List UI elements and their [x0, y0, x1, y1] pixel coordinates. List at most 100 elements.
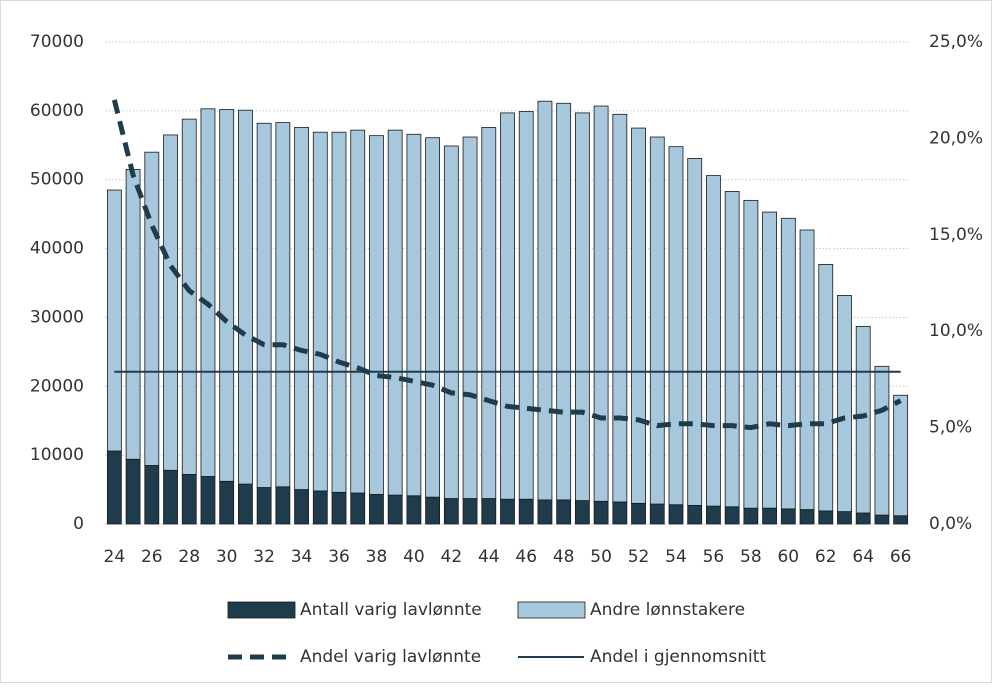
- bar: [706, 505, 721, 525]
- bar: [181, 118, 197, 475]
- x-tick-label: 56: [703, 547, 725, 567]
- x-tick-label: 64: [852, 547, 874, 567]
- legend-label: Andre lønnstakere: [590, 600, 745, 620]
- bar: [799, 229, 815, 510]
- x-tick-label: 50: [590, 547, 612, 567]
- bar: [743, 507, 759, 525]
- bar: [125, 168, 141, 460]
- bar: [106, 450, 122, 525]
- bar: [387, 494, 403, 525]
- x-tick-label: 24: [104, 547, 126, 567]
- bar: [294, 126, 309, 490]
- bar: [631, 127, 646, 504]
- bar: [893, 515, 909, 525]
- bar: [350, 129, 366, 494]
- x-tick-label: 34: [291, 547, 313, 567]
- y-tick-label: 60000: [30, 101, 84, 121]
- bar: [238, 483, 253, 525]
- bar: [574, 112, 590, 501]
- bar: [443, 498, 459, 525]
- bar: [724, 191, 740, 508]
- bar: [406, 495, 422, 525]
- y-tick-label: 50000: [30, 170, 84, 190]
- legend-label: Andel varig lavlønnte: [300, 647, 481, 667]
- y-tick-label: 10000: [30, 445, 84, 465]
- bar: [631, 502, 646, 525]
- legend-label: Andel i gjennomsnitt: [590, 647, 766, 667]
- bar: [425, 137, 441, 498]
- x-tick-label: 42: [441, 547, 463, 567]
- x-tick-label: 46: [515, 547, 537, 567]
- bar: [724, 506, 740, 525]
- bar: [837, 511, 852, 525]
- bar: [668, 146, 684, 506]
- bar: [518, 498, 534, 525]
- bar: [125, 458, 141, 525]
- bar: [500, 498, 515, 525]
- bar: [200, 108, 216, 477]
- bar: [256, 122, 272, 488]
- x-tick-label: 66: [890, 547, 912, 567]
- y-tick-label: 40000: [30, 239, 84, 259]
- x-tick-label: 60: [777, 547, 799, 567]
- x-tick-label: 30: [216, 547, 238, 567]
- bar: [462, 498, 478, 525]
- legend-swatch: [227, 601, 296, 619]
- bar: [350, 492, 366, 525]
- x-tick-label: 58: [740, 547, 762, 567]
- bar: [163, 469, 178, 525]
- x-tick-label: 44: [478, 547, 500, 567]
- bar: [556, 499, 572, 525]
- x-tick-label: 52: [628, 547, 650, 567]
- x-tick-label: 48: [553, 547, 575, 567]
- bar: [687, 157, 703, 506]
- x-tick-label: 38: [366, 547, 388, 567]
- bar: [312, 131, 328, 492]
- bar: [163, 134, 178, 471]
- bar: [762, 507, 777, 525]
- bar: [238, 109, 253, 485]
- x-tick-label: 40: [403, 547, 425, 567]
- bar: [556, 102, 572, 501]
- bar: [219, 109, 235, 482]
- bar: [818, 264, 834, 512]
- bar: [481, 498, 497, 525]
- y2-tick-label: 15,0%: [929, 225, 983, 245]
- y-tick-label: 20000: [30, 376, 84, 396]
- bar: [612, 501, 628, 525]
- y2-tick-label: 0,0%: [929, 514, 972, 534]
- bar: [294, 489, 309, 525]
- dashed-line: [111, 99, 902, 431]
- bar: [200, 476, 216, 525]
- bar: [537, 100, 553, 501]
- bar: [593, 500, 609, 525]
- bar: [874, 365, 890, 516]
- bar: [406, 133, 422, 497]
- bar: [462, 136, 478, 499]
- x-tick-label: 28: [178, 547, 200, 567]
- y2-tick-label: 10,0%: [929, 321, 983, 341]
- bar: [106, 189, 122, 452]
- bar: [780, 508, 796, 525]
- bar: [219, 480, 235, 525]
- x-tick-label: 62: [815, 547, 837, 567]
- bar: [780, 217, 796, 510]
- bar: [331, 131, 347, 493]
- bar: [874, 514, 890, 525]
- legend-swatch: [517, 601, 586, 619]
- bar: [387, 129, 403, 496]
- bar: [649, 503, 665, 525]
- x-tick-label: 36: [328, 547, 350, 567]
- bar: [500, 112, 515, 500]
- bar: [855, 512, 871, 525]
- bar: [331, 491, 347, 525]
- x-tick-label: 26: [141, 547, 163, 567]
- bar: [443, 145, 459, 499]
- bar: [518, 111, 534, 500]
- bar: [612, 113, 628, 503]
- bar: [275, 122, 291, 488]
- bar: [181, 474, 197, 525]
- x-tick-label: 54: [665, 547, 687, 567]
- y-tick-label: 0: [73, 514, 84, 534]
